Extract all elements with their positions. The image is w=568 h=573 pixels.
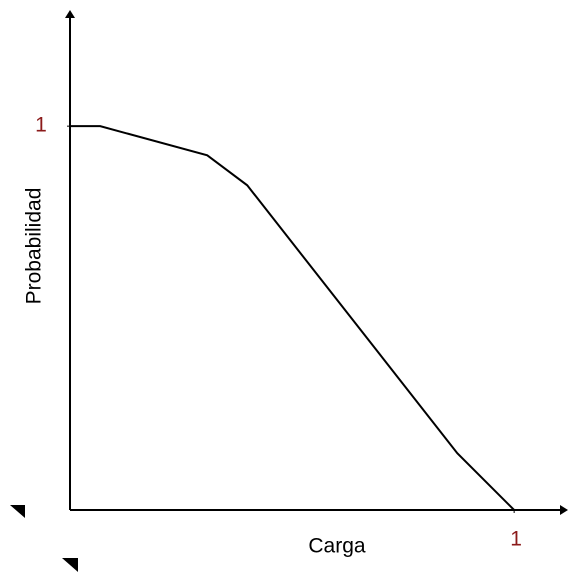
y-tick-label: 1 xyxy=(35,114,47,137)
x-tick-label: 1 xyxy=(510,528,522,551)
data-line xyxy=(70,125,515,511)
y-axis-arrow xyxy=(65,10,75,18)
y-axis-label: Probabilidad xyxy=(23,188,46,305)
x-axis-arrow xyxy=(560,505,568,515)
x-axis-label: Carga xyxy=(308,535,366,558)
corner-mark xyxy=(10,505,25,518)
corner-mark xyxy=(62,558,78,572)
